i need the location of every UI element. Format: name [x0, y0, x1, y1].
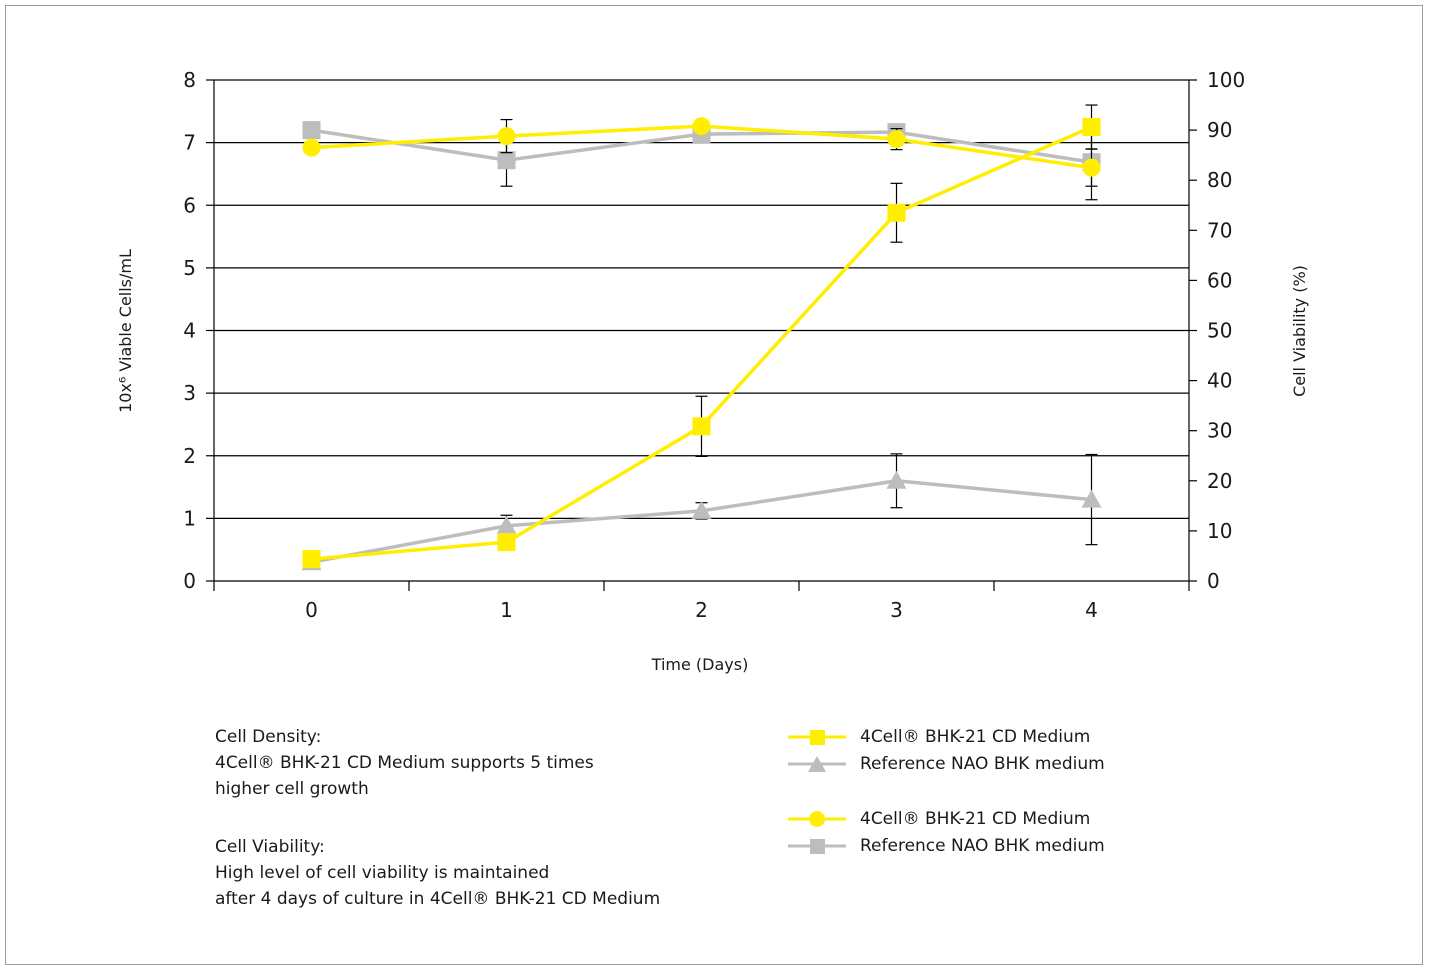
y-right-tick-label: 30 [1207, 419, 1232, 443]
legend-label: Reference NAO BHK medium [860, 754, 1105, 774]
yellow-circle-marker-icon [788, 811, 846, 827]
y-right-tick-label: 10 [1207, 519, 1232, 543]
x-axis-label: Time (Days) [651, 655, 749, 674]
x-tick-label: 4 [1085, 598, 1098, 622]
y-right-tick-label: 20 [1207, 469, 1232, 493]
legend-label: 4Cell® BHK-21 CD Medium [860, 727, 1091, 747]
y-right-tick-label: 40 [1207, 369, 1232, 393]
y-left-tick-label: 5 [183, 256, 196, 280]
data-point-triangle [886, 470, 907, 489]
y-left-tick-label: 6 [183, 193, 196, 217]
density-line-1: 4Cell® BHK-21 CD Medium supports 5 times [215, 753, 594, 773]
figure-frame [5, 5, 1423, 965]
y-axis-right-label: Cell Viability (%) [1290, 265, 1309, 397]
cell-viability-note: Cell Viability: High level of cell viabi… [215, 834, 660, 912]
data-point-circle [1082, 158, 1101, 177]
data-point-square [497, 151, 516, 170]
viability-line-2: after 4 days of culture in 4Cell® BHK-21… [215, 889, 661, 909]
data-point-triangle [1081, 489, 1102, 508]
y-left-tick-label: 4 [183, 319, 196, 343]
legend-label: Reference NAO BHK medium [860, 836, 1105, 856]
viability-line-1: High level of cell viability is maintain… [215, 863, 550, 883]
gray-square-marker-icon [788, 839, 846, 854]
y-right-tick-label: 50 [1207, 319, 1232, 343]
y-left-tick-label: 2 [183, 444, 196, 468]
yellow-square-marker-icon [788, 730, 846, 745]
viability-title: Cell Viability: [215, 837, 325, 857]
data-point-triangle [691, 500, 712, 519]
data-point-square [692, 417, 711, 436]
data-point-square [887, 203, 906, 222]
data-point-square [1082, 117, 1101, 136]
y-right-tick-label: 70 [1207, 218, 1232, 242]
series-2 [301, 453, 1102, 571]
series-line [311, 125, 1093, 561]
y-left-tick-label: 8 [183, 68, 196, 92]
y-left-tick-label: 0 [183, 569, 196, 593]
x-tick-label: 0 [305, 598, 318, 622]
series-1 [302, 104, 1101, 569]
y-right-tick-label: 0 [1207, 569, 1220, 593]
density-line-2: higher cell growth [215, 779, 369, 799]
data-point-square [497, 533, 516, 552]
y-left-tick-label: 3 [183, 381, 196, 405]
y-right-tick-label: 100 [1207, 68, 1245, 92]
x-tick-label: 3 [890, 598, 903, 622]
data-point-circle [887, 130, 906, 149]
y-left-tick-label: 1 [183, 506, 196, 530]
density-title: Cell Density: [215, 727, 322, 747]
data-point-square [302, 121, 321, 140]
legend-label: 4Cell® BHK-21 CD Medium [860, 809, 1091, 829]
y-right-tick-label: 60 [1207, 268, 1232, 292]
cell-density-note: Cell Density: 4Cell® BHK-21 CD Medium su… [215, 724, 594, 802]
series-layer [301, 104, 1102, 571]
x-tick-label: 2 [695, 598, 708, 622]
series-3 [302, 117, 1101, 187]
data-point-circle [302, 138, 321, 157]
data-point-circle [692, 117, 711, 136]
y-axis-left-label: 10x⁶ Viable Cells/mL [116, 249, 135, 413]
y-right-tick-label: 90 [1207, 118, 1232, 142]
x-tick-label: 1 [500, 598, 513, 622]
data-point-circle [497, 127, 516, 146]
data-point-triangle [496, 515, 517, 534]
y-left-tick-label: 7 [183, 131, 196, 155]
y-right-tick-label: 80 [1207, 168, 1232, 192]
data-point-square [302, 550, 321, 569]
gridlines [214, 79, 1189, 519]
gray-triangle-marker-icon [788, 756, 846, 772]
